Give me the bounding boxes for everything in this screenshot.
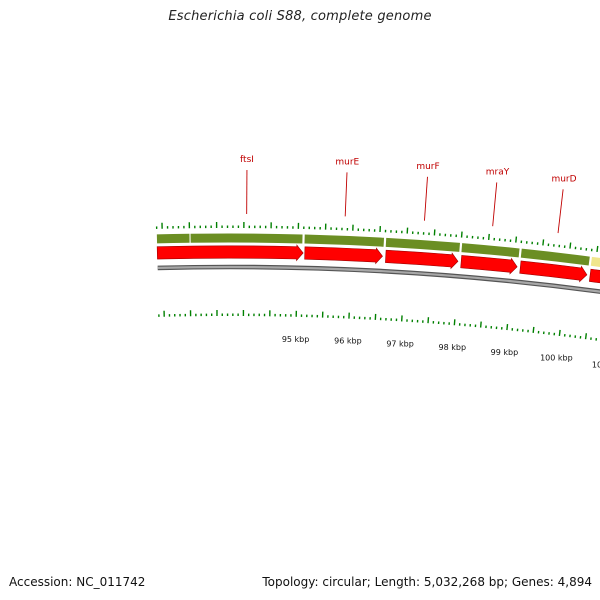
kbp-label: 98 kbp <box>439 343 467 352</box>
kbp-label: 101 kbp <box>592 361 600 370</box>
kbp-label: 97 kbp <box>386 339 414 348</box>
genome-summary-text: Topology: circular; Length: 5,032,268 bp… <box>262 575 592 589</box>
leader-line-murD <box>557 189 564 234</box>
cds-arrow-ftsW <box>588 268 600 284</box>
gene-band-ftsW <box>590 256 600 267</box>
kbp-label: 96 kbp <box>334 337 362 346</box>
gene-band-murF <box>385 237 461 252</box>
gene-label-mraY: mraY <box>486 167 510 177</box>
scale-tick-major <box>479 321 482 328</box>
cds-arrow-murE <box>304 246 383 265</box>
top-tick-major <box>596 245 599 253</box>
gene-label-murF: murF <box>416 162 439 172</box>
leader-line-murE <box>344 172 348 217</box>
kbp-label: 100 kbp <box>540 354 573 363</box>
scale-tick-major <box>558 329 561 337</box>
gene-band-murD <box>520 248 590 266</box>
top-tick-major <box>515 236 518 243</box>
gene-band-mraY <box>461 243 520 258</box>
backbone-line <box>157 264 600 295</box>
gene-band-left <box>156 233 190 244</box>
kbp-label: 95 kbp <box>282 335 310 344</box>
accession-text: Accession: NC_011742 <box>9 575 146 589</box>
leader-line-mraY <box>492 182 498 227</box>
cds-arrow-murF <box>385 249 459 270</box>
gene-label-murE: murE <box>335 157 359 167</box>
gene-band-ftsI <box>190 233 303 244</box>
scale-tick-major <box>506 324 509 331</box>
cds-arrow-mraY <box>460 255 518 275</box>
gene-label-murD: murD <box>551 174 576 184</box>
kbp-scale-labels: 95 kbp 96 kbp 97 kbp 98 kbp 99 kbp 100 kbp 101… <box>282 335 600 370</box>
scale-tick-major <box>532 326 535 333</box>
top-tick-major <box>487 233 490 240</box>
leader-line-murF <box>424 176 428 221</box>
kbp-label: 99 kbp <box>491 348 519 357</box>
gene-band-murE <box>304 234 385 247</box>
top-tick-major <box>569 242 572 249</box>
top-tick-major <box>542 239 545 246</box>
backbone-line <box>157 265 600 293</box>
gene-label-ftsI: ftsI <box>240 155 254 165</box>
cds-arrow-ftsI <box>156 244 304 262</box>
map-title: Escherichia coli S88, complete genome <box>168 9 432 24</box>
kbp-tick-ring <box>158 310 598 341</box>
scale-tick-major <box>584 333 588 340</box>
gene-band <box>156 233 600 267</box>
cds-arrows <box>156 244 600 284</box>
cds-arrow-murD <box>519 260 588 283</box>
gene-labels: ftsImurEmurFmraYmurDftsWmurGmurC <box>240 155 577 234</box>
top-tick-ring <box>155 222 599 253</box>
